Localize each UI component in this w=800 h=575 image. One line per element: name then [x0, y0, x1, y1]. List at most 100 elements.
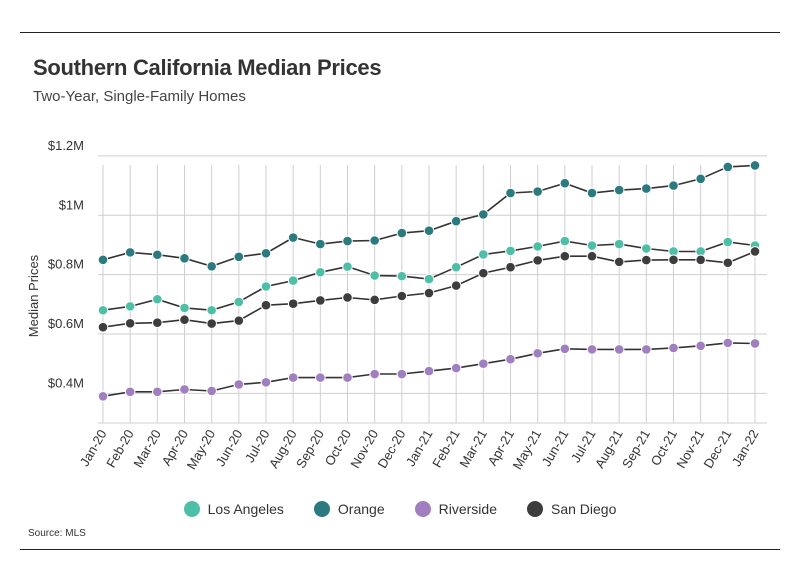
data-point-orange: [152, 249, 163, 261]
data-point-riverside: [342, 372, 353, 383]
legend-swatch: [313, 501, 330, 517]
data-point-san-diego: [97, 321, 109, 333]
data-point-los-angeles: [478, 249, 489, 260]
data-point-orange: [450, 215, 462, 227]
legend-item-riverside: Riverside: [414, 501, 497, 517]
data-point-los-angeles: [396, 270, 408, 282]
data-point-riverside: [396, 368, 408, 380]
legend-swatch: [414, 501, 431, 517]
data-point-san-diego: [179, 314, 190, 326]
data-point-riverside: [695, 340, 706, 352]
data-point-orange: [559, 177, 571, 189]
data-point-riverside: [233, 379, 245, 390]
data-point-orange: [315, 238, 326, 250]
chart-title: Southern California Median Prices: [33, 55, 382, 80]
data-point-orange: [478, 209, 489, 220]
data-point-riverside: [152, 386, 163, 398]
x-tick-label: Jun-20: [213, 427, 246, 469]
data-point-los-angeles: [233, 296, 245, 308]
data-point-san-diego: [559, 250, 571, 262]
data-point-orange: [233, 251, 245, 263]
data-point-san-diego: [450, 280, 462, 291]
data-point-orange: [124, 247, 136, 258]
chart-legend: Los Angeles Orange Riverside San Diego: [0, 498, 800, 520]
data-point-san-diego: [722, 257, 734, 269]
data-point-los-angeles: [179, 302, 190, 314]
data-point-orange: [586, 187, 598, 199]
data-point-riverside: [559, 343, 571, 355]
x-tick-label: Mar-20: [130, 427, 164, 470]
data-point-riverside: [478, 358, 489, 369]
data-point-riverside: [722, 337, 734, 349]
data-point-orange: [369, 235, 380, 246]
data-point-riverside: [749, 338, 761, 349]
data-point-san-diego: [668, 254, 679, 266]
data-point-los-angeles: [559, 235, 571, 247]
data-point-orange: [260, 247, 272, 259]
data-point-riverside: [124, 386, 136, 398]
data-point-riverside: [668, 342, 679, 354]
data-point-riverside: [97, 390, 109, 402]
data-point-los-angeles: [315, 266, 326, 278]
data-point-orange: [668, 180, 679, 191]
data-point-san-diego: [315, 295, 326, 306]
data-point-san-diego: [287, 298, 299, 310]
y-tick-label: $0.4M: [48, 375, 84, 390]
data-point-riverside: [206, 385, 217, 397]
data-point-riverside: [505, 353, 516, 365]
data-point-orange: [613, 184, 625, 196]
y-axis-label: Median Prices: [26, 254, 41, 337]
data-point-san-diego: [478, 267, 489, 279]
data-point-riverside: [613, 344, 625, 355]
data-point-orange: [749, 160, 761, 171]
data-point-los-angeles: [97, 304, 109, 316]
data-point-san-diego: [641, 254, 652, 266]
x-tick-label: Jan-22: [729, 427, 762, 469]
data-point-los-angeles: [613, 238, 625, 250]
data-point-los-angeles: [287, 275, 299, 286]
data-point-orange: [287, 232, 299, 243]
data-point-orange: [97, 254, 109, 266]
data-point-los-angeles: [342, 261, 353, 272]
top-rule: [20, 32, 780, 33]
chart-subtitle: Two-Year, Single-Family Homes: [33, 88, 246, 105]
data-point-san-diego: [532, 255, 543, 266]
data-point-riverside: [641, 344, 652, 355]
x-tick-label: Mar-21: [456, 427, 490, 470]
data-point-riverside: [287, 372, 299, 383]
data-point-riverside: [260, 377, 272, 388]
legend-item-los-angeles: Los Angeles: [183, 501, 284, 517]
data-point-orange: [206, 261, 217, 272]
legend-label: Riverside: [438, 501, 497, 517]
data-point-san-diego: [369, 294, 380, 306]
data-point-san-diego: [613, 256, 625, 268]
data-point-los-angeles: [206, 304, 217, 316]
x-tick-label: Jun-21: [539, 427, 572, 469]
data-point-los-angeles: [152, 293, 163, 305]
data-point-riverside: [586, 344, 598, 355]
data-point-los-angeles: [124, 301, 136, 312]
data-point-riverside: [423, 365, 435, 377]
data-point-san-diego: [749, 246, 761, 257]
data-point-los-angeles: [450, 261, 462, 273]
data-point-san-diego: [505, 261, 516, 273]
legend-label: Orange: [337, 501, 385, 517]
data-point-orange: [722, 161, 734, 173]
data-point-orange: [423, 225, 435, 237]
data-point-san-diego: [396, 290, 408, 302]
legend-item-san-diego: San Diego: [526, 501, 616, 517]
data-point-riverside: [369, 368, 380, 380]
legend-swatch: [526, 501, 543, 517]
data-point-los-angeles: [586, 240, 598, 251]
data-point-los-angeles: [641, 243, 652, 254]
data-point-san-diego: [152, 317, 163, 329]
data-point-orange: [532, 186, 543, 197]
data-point-los-angeles: [722, 236, 734, 248]
data-point-san-diego: [206, 318, 217, 329]
data-point-los-angeles: [369, 270, 380, 281]
data-point-riverside: [179, 384, 190, 395]
data-point-los-angeles: [505, 245, 516, 257]
data-point-orange: [396, 227, 408, 239]
data-point-san-diego: [342, 292, 353, 303]
